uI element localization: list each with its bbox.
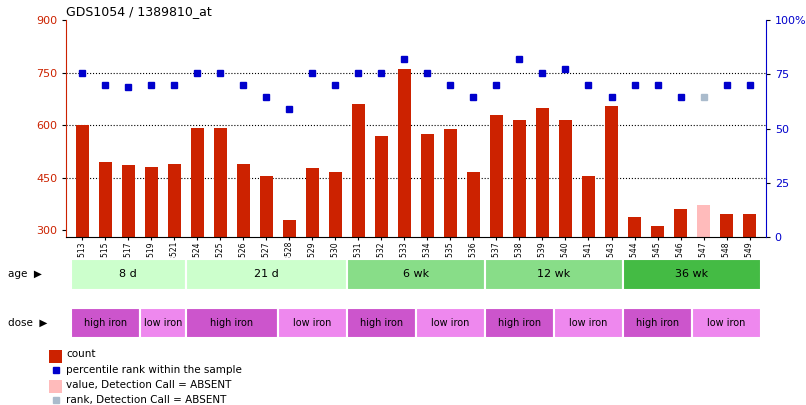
Bar [485, 308, 554, 338]
Bar [623, 308, 692, 338]
Bar [421, 134, 434, 335]
Bar [168, 164, 181, 335]
Bar [260, 177, 272, 335]
Bar [99, 162, 111, 335]
Text: high iron: high iron [210, 318, 253, 328]
Text: high iron: high iron [359, 318, 403, 328]
Bar [306, 168, 318, 335]
Bar [185, 259, 347, 290]
Bar [398, 69, 411, 335]
Bar [559, 120, 571, 335]
Bar [71, 259, 185, 290]
Bar [485, 259, 623, 290]
Text: 21 d: 21 d [254, 269, 279, 279]
Text: 12 wk: 12 wk [538, 269, 571, 279]
Text: 36 wk: 36 wk [675, 269, 708, 279]
Bar [352, 104, 364, 335]
Text: low iron: low iron [431, 318, 470, 328]
Bar [444, 129, 457, 335]
Bar [329, 172, 342, 335]
Bar [675, 209, 687, 335]
Bar [283, 220, 296, 335]
Bar [605, 106, 618, 335]
Bar [237, 164, 250, 335]
Text: age  ▶: age ▶ [8, 269, 42, 279]
Bar [697, 205, 710, 335]
Text: value, Detection Call = ABSENT: value, Detection Call = ABSENT [66, 380, 231, 390]
Text: count: count [66, 350, 95, 360]
Bar [347, 308, 416, 338]
Bar [554, 308, 623, 338]
Text: rank, Detection Call = ABSENT: rank, Detection Call = ABSENT [66, 395, 226, 405]
Text: percentile rank within the sample: percentile rank within the sample [66, 365, 242, 375]
Bar [743, 214, 756, 335]
Text: GDS1054 / 1389810_at: GDS1054 / 1389810_at [66, 5, 212, 18]
Bar [278, 308, 347, 338]
Text: high iron: high iron [84, 318, 127, 328]
Bar [191, 128, 204, 335]
Text: dose  ▶: dose ▶ [8, 318, 48, 328]
Bar [721, 214, 733, 335]
Bar [145, 167, 157, 335]
Bar [49, 380, 62, 393]
Bar [582, 176, 595, 335]
Bar [467, 172, 480, 335]
Bar [71, 308, 139, 338]
Bar [416, 308, 485, 338]
Bar [122, 164, 135, 335]
Text: low iron: low iron [569, 318, 608, 328]
Text: high iron: high iron [498, 318, 541, 328]
Bar [536, 108, 549, 335]
Bar [139, 308, 185, 338]
Bar [628, 217, 641, 335]
Bar [49, 350, 62, 363]
Text: low iron: low iron [143, 318, 182, 328]
Bar [623, 259, 761, 290]
Text: low iron: low iron [293, 318, 331, 328]
Bar [513, 120, 526, 335]
Bar [375, 136, 388, 335]
Bar [692, 308, 761, 338]
Text: 8 d: 8 d [119, 269, 137, 279]
Text: high iron: high iron [636, 318, 679, 328]
Bar [76, 125, 89, 335]
Bar [490, 115, 503, 335]
Bar [651, 226, 664, 335]
Bar [214, 128, 226, 335]
Text: 6 wk: 6 wk [403, 269, 429, 279]
Bar [347, 259, 485, 290]
Bar [185, 308, 278, 338]
Text: low iron: low iron [708, 318, 746, 328]
